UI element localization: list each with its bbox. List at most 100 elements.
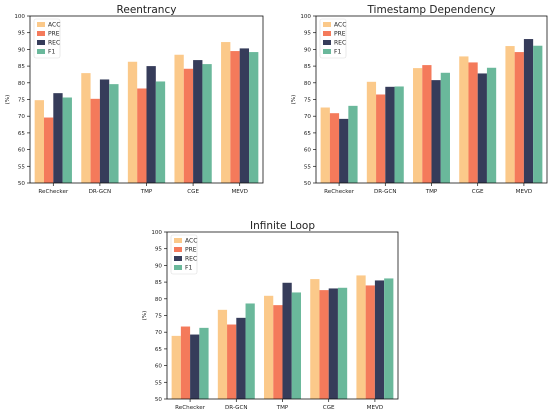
x-tick-label: TMP	[425, 189, 438, 195]
legend-box	[170, 234, 198, 275]
bar-acc	[310, 279, 320, 399]
legend-label: REC	[185, 256, 197, 263]
y-tick-label: 90	[155, 263, 163, 269]
bar-f1	[199, 327, 209, 399]
chart-panel: Timestamp Dependency 50 55 60 65 70 75 80 85 90 95…	[291, 4, 548, 195]
bar-rec	[374, 280, 385, 399]
x-tick-label: ReChecker	[175, 405, 206, 411]
legend-label: F1	[185, 265, 192, 272]
x-tick-label: CGE	[323, 405, 335, 411]
bar-acc	[356, 275, 366, 399]
chart-title: Reentrancy	[117, 4, 177, 16]
bar-pre	[468, 62, 478, 184]
legend-swatch	[37, 31, 45, 36]
y-tick-label: 90	[304, 47, 312, 53]
legend-label: PRE	[48, 31, 60, 38]
y-tick-label: 85	[18, 64, 26, 70]
legend-swatch	[174, 256, 182, 261]
bar-rec	[193, 60, 203, 184]
y-tick-label: 80	[18, 81, 26, 87]
legend-swatch	[323, 22, 331, 27]
legend-swatch	[174, 247, 182, 252]
bar-rec	[339, 118, 349, 183]
x-tick-label: DR-GCN	[374, 189, 397, 195]
plot-frame	[315, 15, 548, 184]
bar-acc	[221, 42, 231, 183]
legend-swatch	[37, 49, 45, 54]
y-tick-label: 90	[18, 47, 26, 53]
bar-acc	[174, 54, 184, 183]
legend: ACC PRE REC F1	[33, 18, 61, 59]
y-tick-label: 100	[151, 230, 162, 236]
bar-pre	[514, 52, 524, 184]
bar-f1	[394, 86, 404, 183]
bar-rec	[239, 48, 250, 184]
bar-rec	[190, 334, 200, 399]
y-tick-label: 95	[18, 31, 26, 37]
legend-label: REC	[48, 40, 60, 47]
bar-pre	[319, 290, 329, 399]
legend: ACC PRE REC F1	[170, 234, 198, 275]
bar-f1	[245, 303, 255, 399]
x-tick-label: CGE	[187, 189, 199, 195]
legend-swatch	[323, 31, 331, 36]
legend-box	[319, 18, 347, 59]
y-axis-label: (%)	[5, 95, 11, 105]
y-tick-label: 65	[155, 347, 163, 353]
x-tick-label: MEVD	[231, 189, 248, 195]
legend-swatch	[174, 238, 182, 243]
bar-pre	[180, 326, 191, 399]
bar-pre	[183, 68, 194, 183]
legend-label: F1	[334, 49, 341, 56]
bar-f1	[62, 97, 72, 183]
bar-rec	[328, 288, 338, 399]
bar-f1	[440, 72, 450, 183]
y-tick-label: 55	[155, 380, 163, 386]
bar-f1	[337, 287, 348, 399]
bar-acc	[413, 68, 423, 183]
chart-title: Infinite Loop	[250, 220, 315, 232]
y-tick-label: 60	[18, 148, 26, 154]
bar-f1	[155, 81, 166, 183]
plot-frame	[166, 231, 399, 400]
y-tick-label: 70	[304, 114, 312, 120]
bar-acc	[320, 107, 330, 183]
y-tick-label: 50	[304, 181, 312, 187]
bar-acc	[171, 335, 181, 399]
chart-title: Timestamp Dependency	[366, 4, 495, 16]
bar-acc	[127, 61, 138, 184]
y-tick-label: 60	[304, 148, 312, 154]
y-tick-label: 60	[155, 364, 163, 370]
bar-acc	[217, 309, 228, 399]
legend-swatch	[174, 265, 182, 270]
bar-f1	[291, 292, 301, 399]
y-tick-label: 55	[304, 164, 312, 170]
x-tick-label: MEVD	[516, 189, 533, 195]
y-tick-label: 80	[155, 297, 163, 303]
bar-rec	[99, 79, 110, 183]
y-tick-label: 50	[155, 397, 163, 403]
x-tick-label: ReChecker	[38, 189, 69, 195]
bar-rec	[477, 73, 487, 183]
y-tick-label: 85	[304, 64, 312, 70]
bar-rec	[146, 66, 156, 183]
legend-label: ACC	[185, 238, 197, 245]
bar-rec	[53, 93, 63, 183]
legend-label: ACC	[334, 22, 346, 29]
legend: ACC PRE REC F1	[319, 18, 347, 59]
y-tick-label: 95	[304, 31, 312, 37]
y-tick-label: 70	[155, 330, 163, 336]
legend-box	[33, 18, 61, 59]
bar-pre	[376, 94, 386, 183]
bar-f1	[348, 105, 358, 183]
x-tick-label: CGE	[472, 189, 484, 195]
chart-panel: Infinite Loop 50 55 60 65 70 75 80 85 90 95 100 (%) R…	[142, 220, 399, 411]
y-tick-label: 65	[304, 131, 312, 137]
bar-acc	[459, 56, 469, 183]
bar-rec	[282, 282, 292, 399]
y-tick-label: 85	[155, 280, 163, 286]
y-axis-label: (%)	[291, 95, 297, 105]
bar-pre	[422, 65, 432, 183]
y-axis-label: (%)	[142, 311, 148, 321]
